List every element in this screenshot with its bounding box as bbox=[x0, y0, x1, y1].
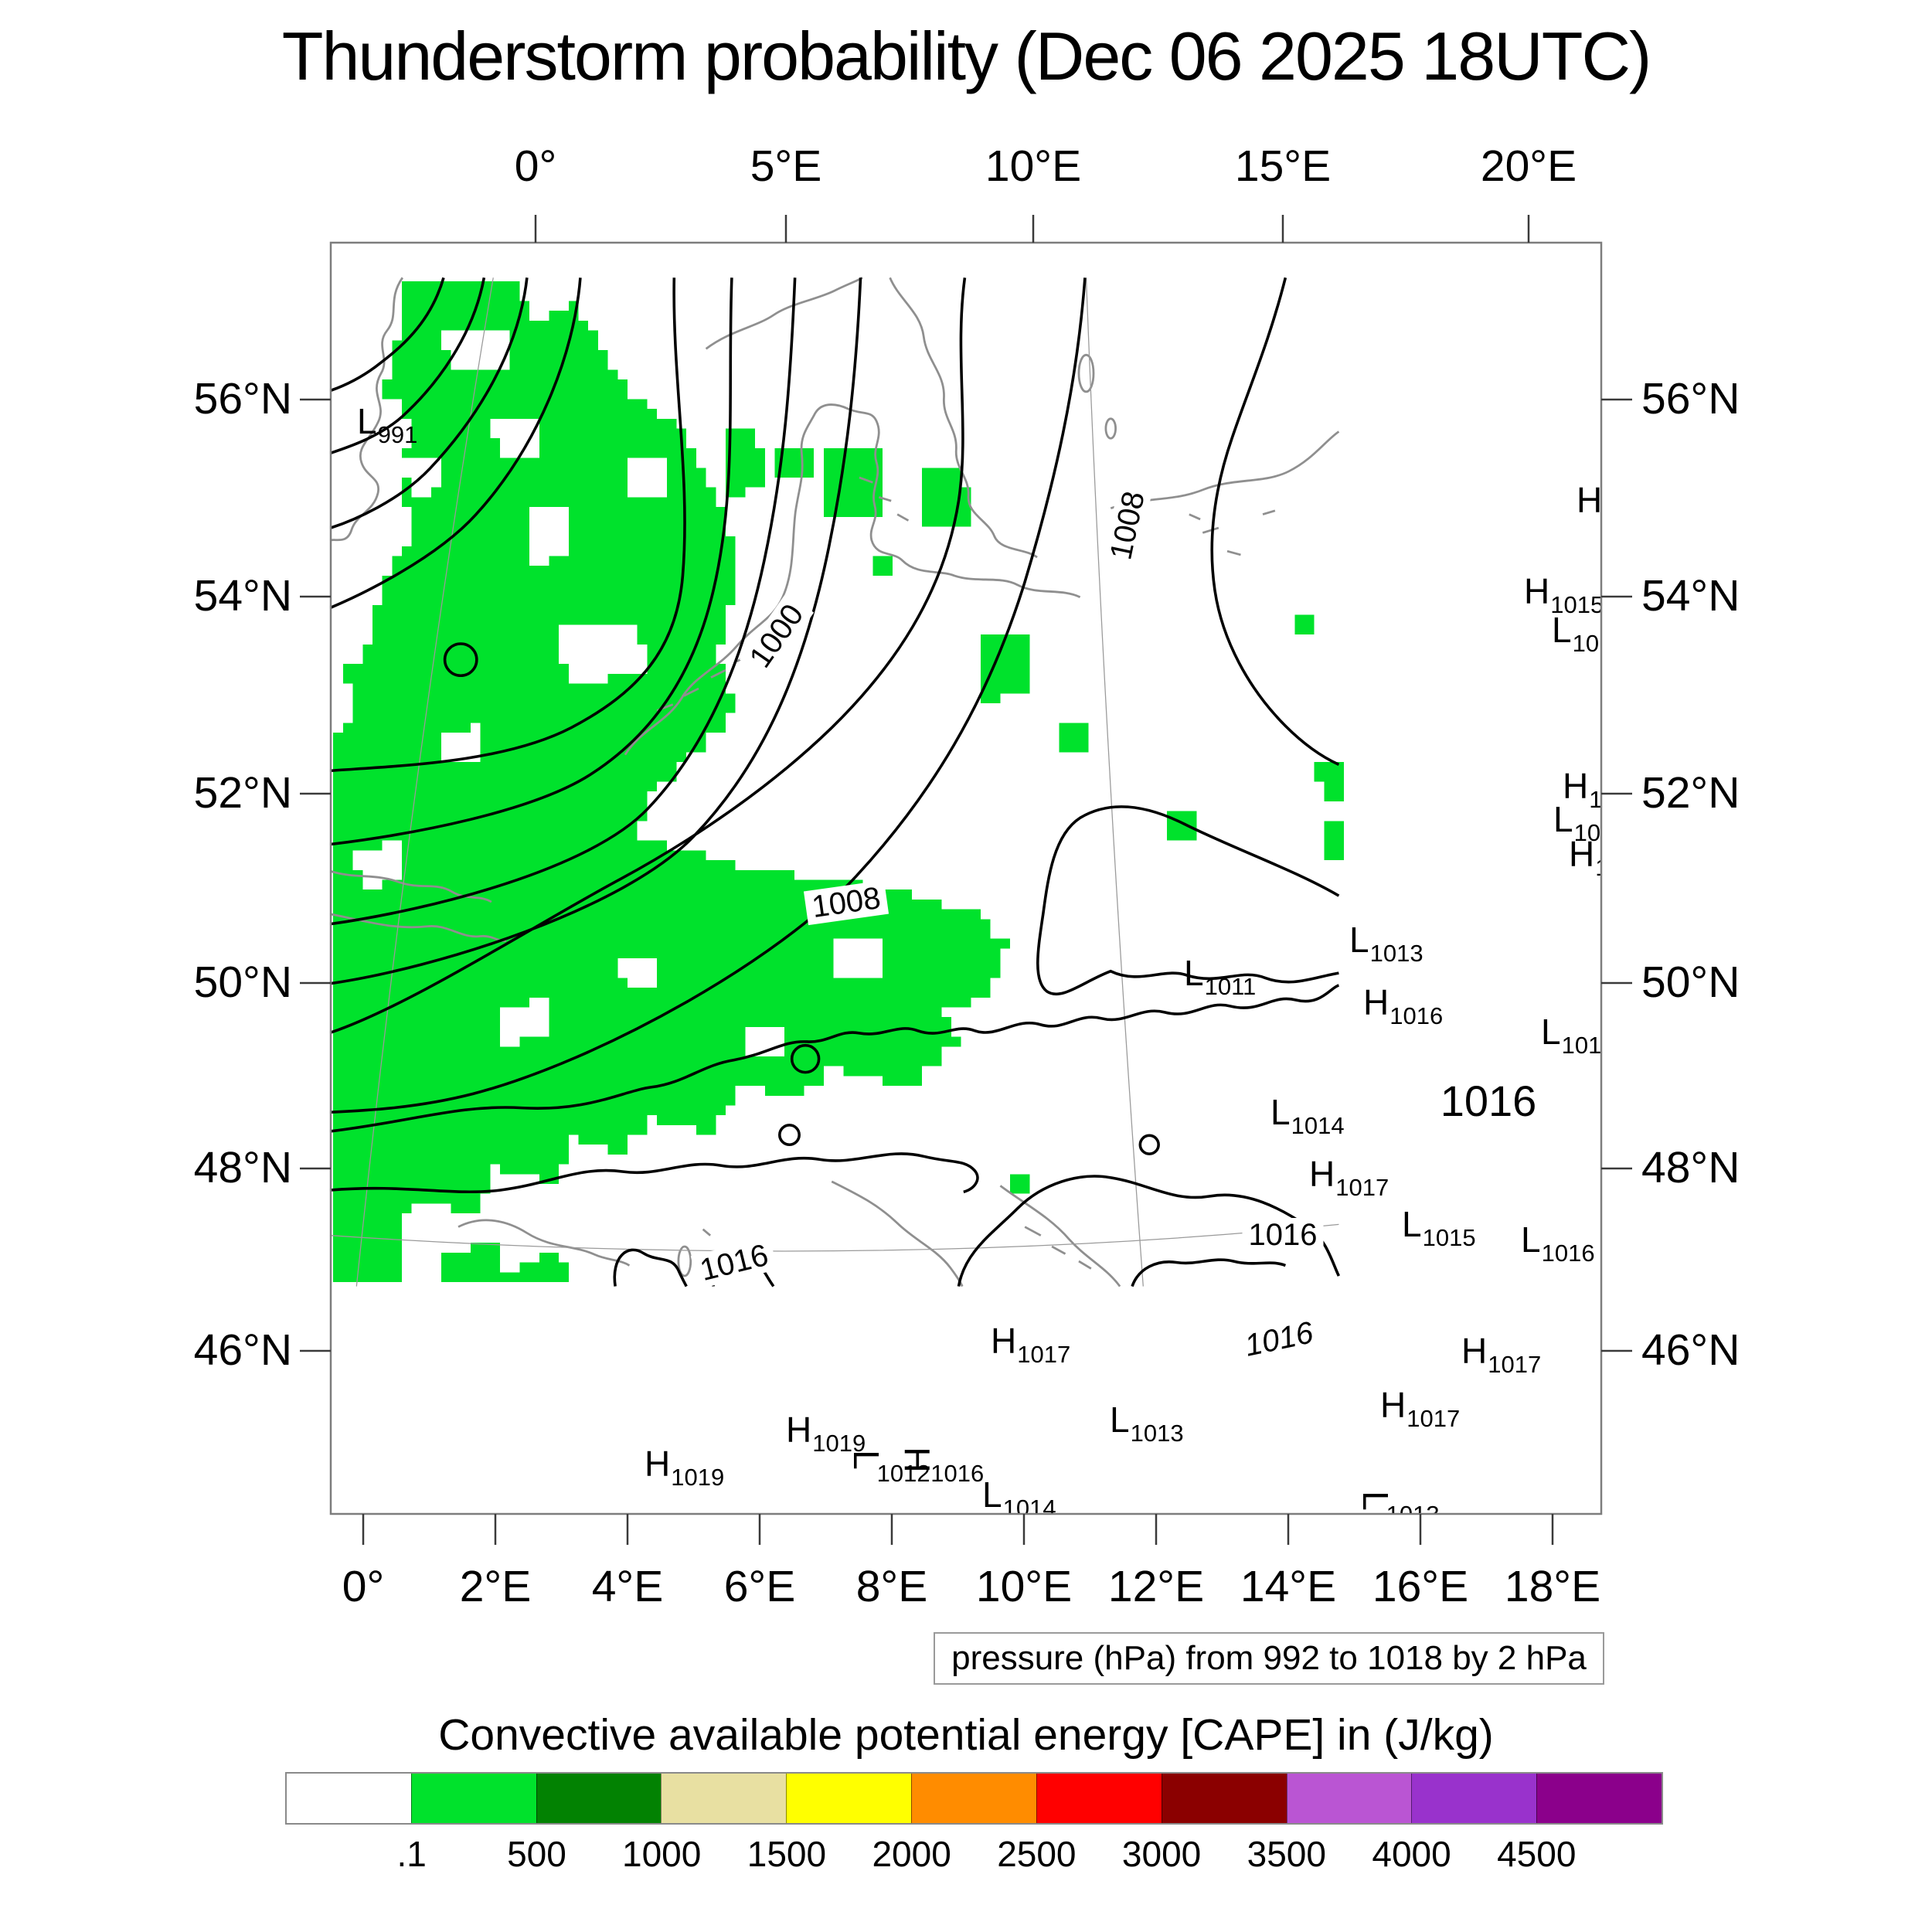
colorbar-tick-label: 2500 bbox=[997, 1834, 1077, 1874]
colorbar-cell-1 bbox=[410, 1774, 536, 1823]
bottom-axis-label: 2°E bbox=[459, 1562, 532, 1611]
pressure-center-low: L1014 bbox=[982, 1475, 1056, 1514]
cape-colorbar bbox=[285, 1772, 1663, 1825]
pressure-center-high: H1017 bbox=[1380, 1385, 1461, 1432]
pressure-center-high: H1017 bbox=[1461, 1331, 1542, 1378]
bottom-axis-label: 8°E bbox=[855, 1562, 928, 1611]
right-axis-label: 54°N bbox=[1641, 571, 1740, 621]
chart-title: Thunderstorm probability (Dec 06 2025 18… bbox=[281, 18, 1652, 94]
top-axis-label: 15°E bbox=[1234, 141, 1332, 191]
pressure-center-high: H1019 bbox=[786, 1410, 866, 1457]
colorbar-title: Convective available potential energy [C… bbox=[438, 1710, 1494, 1760]
pressure-center-low: L991 bbox=[357, 401, 418, 448]
colorbar-tick-label: 1500 bbox=[747, 1834, 827, 1874]
pressure-center-high: H1015 bbox=[1524, 571, 1601, 618]
left-axis-label: 52°N bbox=[193, 768, 292, 818]
bottom-axis-label: 12°E bbox=[1107, 1562, 1205, 1611]
colorbar-tick-label: 1000 bbox=[622, 1834, 702, 1874]
right-axis-label: 50°N bbox=[1641, 957, 1740, 1007]
colorbar-cell-4 bbox=[786, 1774, 912, 1823]
pressure-center-high: H1017 bbox=[1309, 1154, 1389, 1201]
bottom-axis-label: 10°E bbox=[975, 1562, 1073, 1611]
colorbar-tick-label: .1 bbox=[396, 1834, 427, 1874]
pressure-center-high: H1019 bbox=[645, 1444, 725, 1491]
colorbar-tick-label: 4500 bbox=[1497, 1834, 1577, 1874]
contour-label: 1016 bbox=[1242, 1218, 1324, 1252]
colorbar-tick-label: 3500 bbox=[1247, 1834, 1326, 1874]
pressure-center-low: L10 bbox=[1553, 799, 1601, 846]
top-axis-label: 0° bbox=[514, 141, 557, 191]
left-axis-label: 48°N bbox=[193, 1143, 292, 1192]
pressure-center-high: H1 bbox=[1569, 834, 1601, 879]
colorbar-tick-label: 4000 bbox=[1372, 1834, 1451, 1874]
colorbar-cell-5 bbox=[911, 1774, 1036, 1823]
colorbar-tick-label: 500 bbox=[507, 1834, 566, 1874]
pressure-caption-text: pressure (hPa) from 992 to 1018 by 2 hPa bbox=[951, 1639, 1587, 1677]
contour-label: 1008 bbox=[1102, 482, 1153, 569]
pressure-center-low: L1015 bbox=[1402, 1204, 1476, 1251]
right-axis-label: 52°N bbox=[1641, 768, 1740, 818]
colorbar-cell-6 bbox=[1036, 1774, 1162, 1823]
contour-label: 1016 bbox=[690, 1236, 778, 1290]
bottom-axis-label: 6°E bbox=[723, 1562, 796, 1611]
top-axis-label: 10°E bbox=[985, 141, 1082, 191]
colorbar-cell-2 bbox=[536, 1774, 662, 1823]
colorbar-cell-3 bbox=[661, 1774, 787, 1823]
pressure-caption: pressure (hPa) from 992 to 1018 by 2 hPa bbox=[934, 1632, 1604, 1685]
top-axis-label: 5°E bbox=[750, 141, 822, 191]
left-axis-label: 46°N bbox=[193, 1325, 292, 1375]
colorbar-cell-8 bbox=[1286, 1774, 1412, 1823]
contour-label: 1016 bbox=[1440, 1077, 1537, 1125]
map-area: L991HH1015L10H1L10H1L1013L1011H1016L1015… bbox=[331, 243, 1601, 1514]
bottom-axis-label: 4°E bbox=[591, 1562, 664, 1611]
pressure-center-low: L1016 bbox=[1521, 1219, 1595, 1267]
contour-label: 1016 bbox=[1236, 1314, 1322, 1365]
pressure-center-high: H bbox=[1577, 480, 1601, 520]
pressure-center-low: L1013 bbox=[1349, 920, 1423, 967]
top-axis-label: 20°E bbox=[1480, 141, 1577, 191]
pressure-center-high: H1017 bbox=[991, 1321, 1071, 1368]
colorbar-cell-10 bbox=[1536, 1774, 1662, 1823]
colorbar-cell-0 bbox=[287, 1774, 411, 1823]
contour-label: 1008 bbox=[803, 879, 889, 926]
left-axis-label: 56°N bbox=[193, 374, 292, 423]
right-axis-label: 46°N bbox=[1641, 1325, 1740, 1375]
pressure-center-low: L10 bbox=[1552, 610, 1600, 657]
bottom-axis-label: 18°E bbox=[1504, 1562, 1601, 1611]
pressure-center-low: L1013 bbox=[1110, 1400, 1184, 1447]
bottom-axis-label: 0° bbox=[342, 1562, 385, 1611]
pressure-center-low: L1013 bbox=[1355, 1491, 1440, 1514]
left-axis-label: 50°N bbox=[193, 957, 292, 1007]
bottom-axis-label: 14°E bbox=[1240, 1562, 1337, 1611]
left-axis-label: 54°N bbox=[193, 571, 292, 621]
contour-label: 1000 bbox=[739, 593, 815, 679]
colorbar-tick-label: 3000 bbox=[1121, 1834, 1202, 1874]
pressure-center-low: L1015 bbox=[1541, 1012, 1601, 1059]
right-axis-label: 56°N bbox=[1641, 374, 1740, 423]
pressure-center-low: L1011 bbox=[1184, 953, 1257, 1000]
right-axis-label: 48°N bbox=[1641, 1143, 1740, 1192]
bottom-axis-label: 16°E bbox=[1372, 1562, 1469, 1611]
pressure-center-high: H1016 bbox=[896, 1447, 985, 1487]
colorbar-cell-7 bbox=[1161, 1774, 1287, 1823]
pressure-marker-layer: L991HH1015L10H1L10H1L1013L1011H1016L1015… bbox=[331, 243, 1601, 1514]
colorbar-tick-label: 2000 bbox=[872, 1834, 951, 1874]
colorbar-cell-9 bbox=[1411, 1774, 1537, 1823]
pressure-center-low: L1014 bbox=[1270, 1092, 1345, 1139]
pressure-center-high: H1016 bbox=[1363, 982, 1444, 1029]
